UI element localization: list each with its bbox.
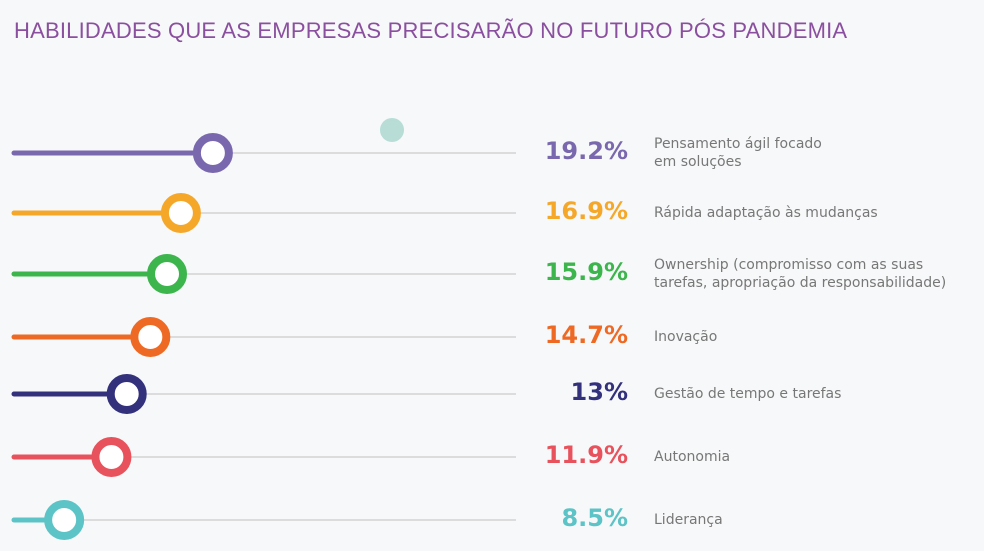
category-label: Gestão de tempo e tarefas: [654, 386, 842, 402]
category-label: Pensamento ágil focado em soluções: [654, 136, 822, 170]
category-label: Liderança: [654, 512, 723, 528]
value-label: 14.7%: [544, 321, 628, 349]
category-label: Rápida adaptação às mudanças: [654, 205, 878, 221]
category-label: Inovação: [654, 329, 718, 345]
value-marker: [130, 317, 171, 357]
category-label: Ownership (compromisso com as suas taref…: [654, 257, 947, 291]
category-label: Autonomia: [654, 449, 731, 465]
value-marker: [106, 374, 147, 414]
value-label: 16.9%: [544, 197, 628, 225]
value-marker: [91, 437, 132, 477]
chart-title: HABILIDADES QUE AS EMPRESAS PRECISARÃO N…: [14, 18, 848, 43]
decorative-dot: [380, 118, 404, 142]
value-marker: [160, 193, 201, 233]
value-label: 19.2%: [544, 137, 628, 165]
value-marker: [44, 500, 85, 540]
value-marker: [147, 254, 188, 294]
value-label: 11.9%: [544, 441, 628, 469]
value-label: 15.9%: [544, 258, 628, 286]
value-label: 8.5%: [561, 504, 628, 532]
value-marker: [192, 133, 233, 173]
value-label: 13%: [570, 378, 628, 406]
